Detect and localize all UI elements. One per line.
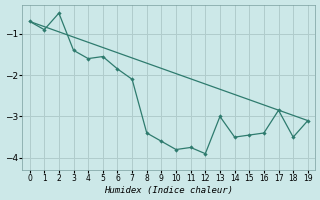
X-axis label: Humidex (Indice chaleur): Humidex (Indice chaleur) [104,186,233,195]
